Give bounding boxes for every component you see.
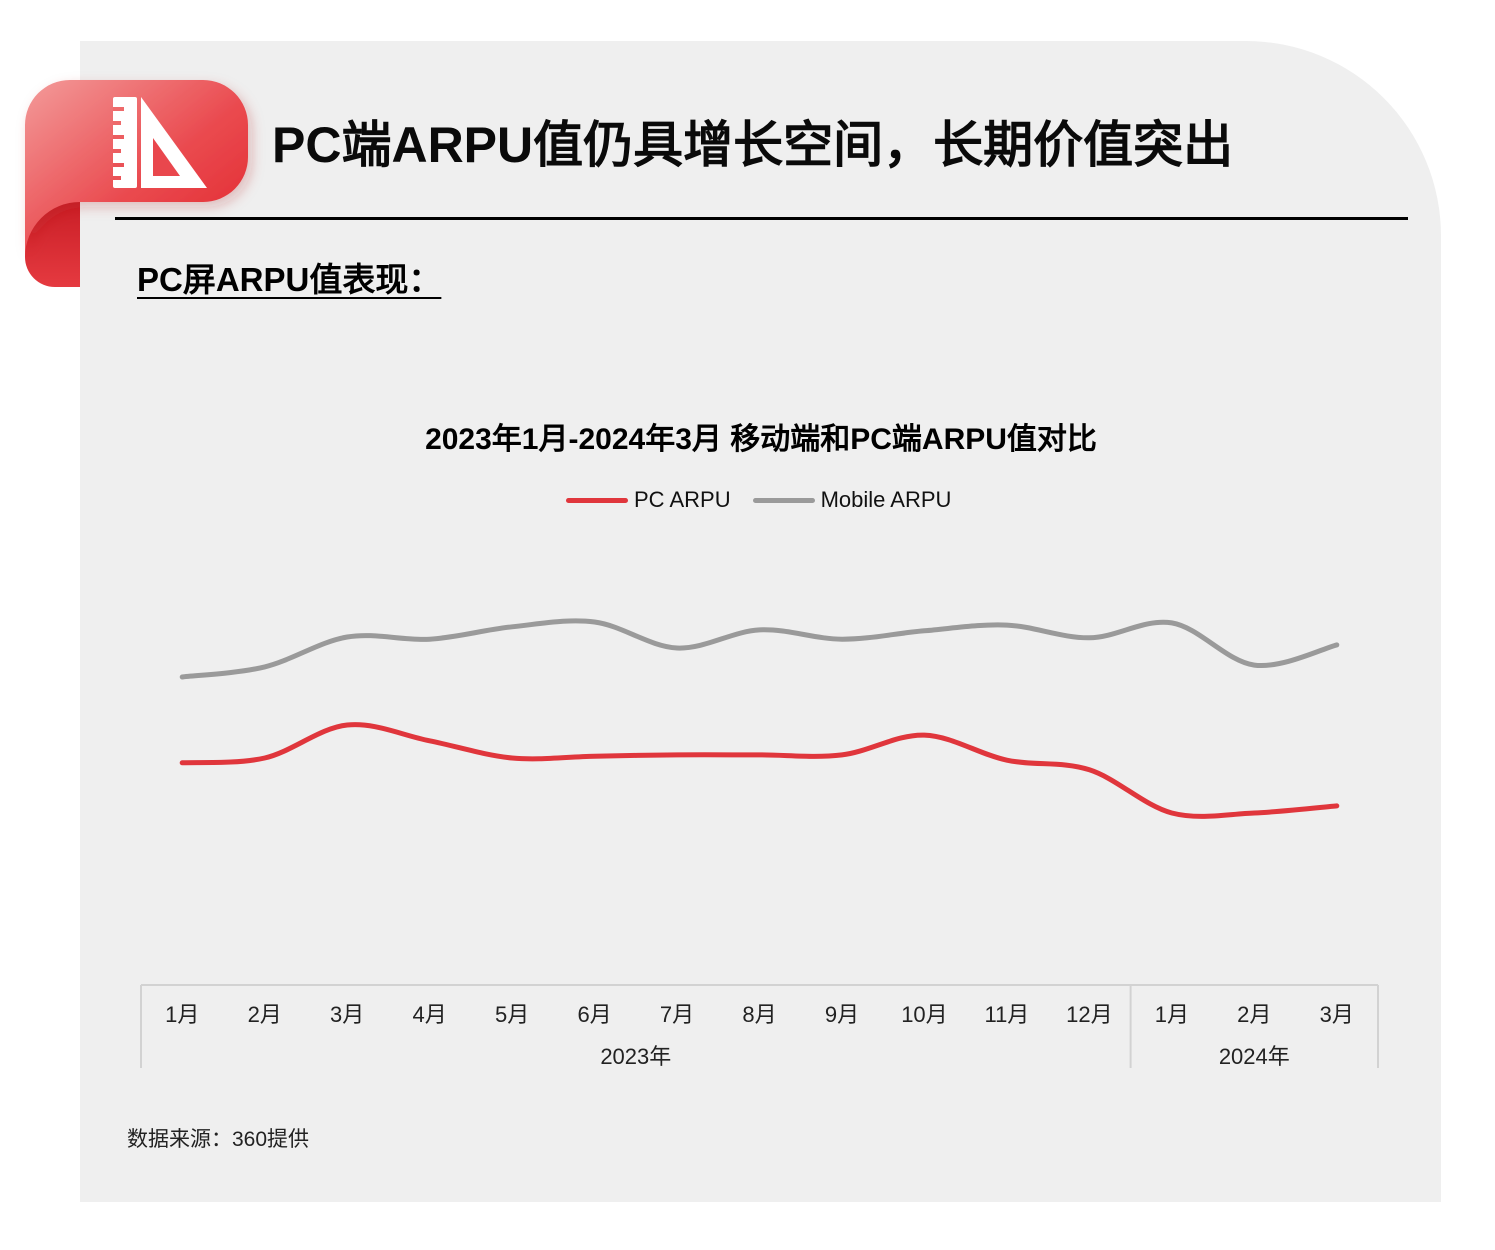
section-subtitle: PC屏ARPU值表现： bbox=[137, 261, 442, 298]
x-tick-label: 2月 bbox=[248, 1002, 282, 1027]
x-tick-label: 12月 bbox=[1066, 1002, 1112, 1027]
x-tick-label: 6月 bbox=[577, 1002, 611, 1027]
x-tick-label: 1月 bbox=[165, 1002, 199, 1027]
x-tick-label: 3月 bbox=[330, 1002, 364, 1027]
data-source-note: 数据来源：360提供 bbox=[127, 1128, 310, 1151]
slide-title: PC端ARPU值仍具增长空间，长期价值突出 bbox=[272, 117, 1234, 173]
x-tick-label: 10月 bbox=[901, 1002, 947, 1027]
legend-swatch-mobile-arpu bbox=[752, 497, 815, 503]
legend-item-pc-arpu: PC ARPU bbox=[566, 487, 731, 513]
mobile-arpu-line bbox=[179, 618, 1340, 680]
chart-legend: PC ARPU Mobile ARPU bbox=[566, 485, 973, 515]
slide-panel bbox=[80, 41, 1441, 1202]
x-tick-label: 2月 bbox=[1237, 1002, 1271, 1027]
x-tick-label: 3月 bbox=[1320, 1002, 1354, 1027]
section-badge bbox=[25, 80, 248, 287]
x-tick-label: 8月 bbox=[742, 1002, 776, 1027]
ruler-triangle-icon bbox=[113, 97, 207, 188]
legend-item-mobile-arpu: Mobile ARPU bbox=[752, 487, 952, 513]
legend-swatch-pc-arpu bbox=[566, 497, 628, 503]
x-tick-label: 1月 bbox=[1155, 1002, 1189, 1027]
x-tick-label: 7月 bbox=[660, 1002, 694, 1027]
chart-title: 2023年1月-2024年3月 移动端和PC端ARPU值对比 bbox=[425, 423, 1097, 456]
x-tick-label: 11月 bbox=[984, 1002, 1029, 1027]
x-tick-label: 9月 bbox=[825, 1002, 859, 1027]
x-group-label: 2024年 bbox=[1219, 1044, 1290, 1069]
x-group-label: 2023年 bbox=[600, 1044, 671, 1069]
legend-label-mobile-arpu: Mobile ARPU bbox=[820, 487, 952, 512]
badge-fold bbox=[25, 200, 80, 287]
title-divider bbox=[115, 217, 1408, 220]
x-tick-label: 4月 bbox=[413, 1002, 447, 1027]
legend-label-pc-arpu: PC ARPU bbox=[634, 487, 731, 512]
pc-arpu-line bbox=[179, 722, 1340, 819]
x-tick-label: 5月 bbox=[495, 1002, 529, 1027]
